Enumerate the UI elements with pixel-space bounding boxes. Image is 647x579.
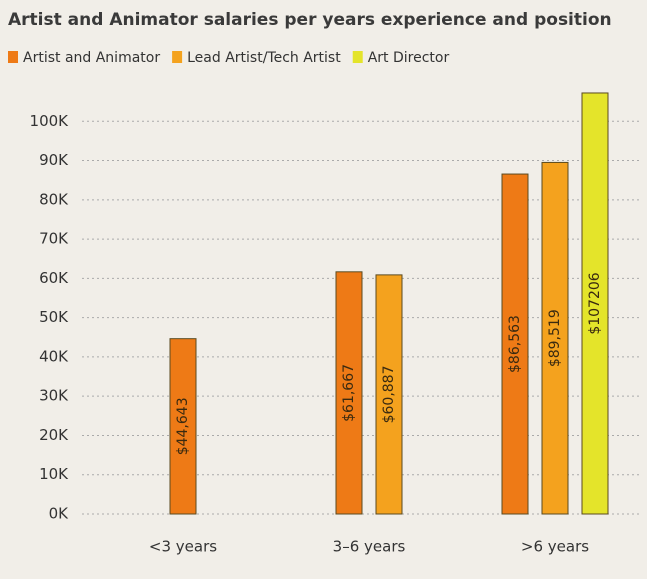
y-tick-label: 10K xyxy=(39,465,69,483)
x-tick-label: 3–6 years xyxy=(333,538,406,556)
bar-value-label: $107206 xyxy=(587,272,603,334)
bar xyxy=(501,173,529,515)
legend-label: Artist and Animator xyxy=(23,50,160,66)
y-tick-label: 0K xyxy=(49,505,70,523)
bar xyxy=(541,161,569,515)
y-tick-label: 20K xyxy=(39,426,69,444)
chart-title: Artist and Animator salaries per years e… xyxy=(8,10,612,30)
x-tick-label: <3 years xyxy=(149,538,217,556)
y-tick-label: 60K xyxy=(39,269,69,287)
bar xyxy=(375,274,403,515)
bar xyxy=(169,338,197,515)
bar-value-label: $61,667 xyxy=(341,364,357,422)
bar xyxy=(581,92,609,515)
legend-swatch xyxy=(8,51,18,63)
bar-value-label: $60,887 xyxy=(381,365,397,423)
bar xyxy=(335,271,363,515)
y-tick-label: 30K xyxy=(39,387,69,405)
bar-value-label: $44,643 xyxy=(175,397,191,455)
legend-swatch xyxy=(352,51,363,63)
bar-value-label: $86,563 xyxy=(507,315,523,373)
y-tick-label: 80K xyxy=(39,190,69,208)
x-tick-label: >6 years xyxy=(521,538,589,556)
legend-swatch xyxy=(172,51,183,63)
y-tick-label: 100K xyxy=(30,112,70,130)
y-tick-label: 90K xyxy=(39,151,69,169)
y-tick-label: 70K xyxy=(39,230,69,248)
legend-label: Lead Artist/Tech Artist xyxy=(187,50,341,66)
y-tick-label: 50K xyxy=(39,308,69,326)
y-tick-label: 40K xyxy=(39,347,69,365)
bar-value-label: $89,519 xyxy=(547,309,563,367)
legend-label: Art Director xyxy=(368,50,450,66)
